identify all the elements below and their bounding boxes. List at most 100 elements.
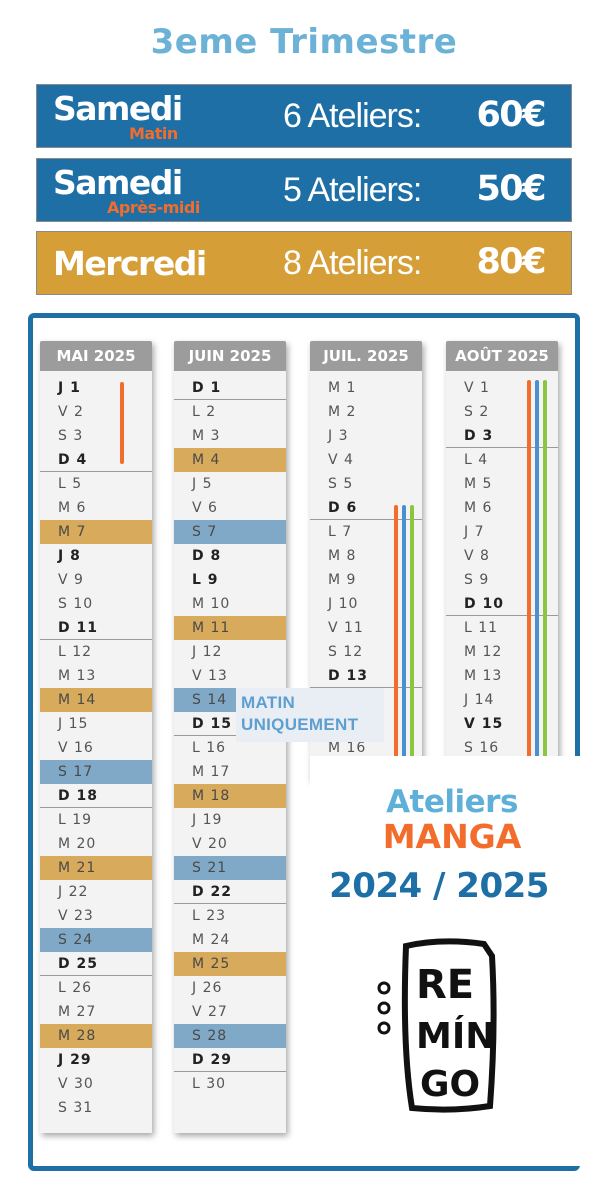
day-row: D 8 <box>192 548 222 564</box>
day-row: M 25 <box>174 952 286 976</box>
day-row: S 2 <box>464 404 490 420</box>
day-row: D 15 <box>174 712 286 736</box>
day-row: S 5 <box>328 476 354 492</box>
day-row: M 28 <box>40 1024 152 1048</box>
day-row: J 29 <box>58 1052 92 1068</box>
day-row: S 21 <box>174 856 286 880</box>
day-row: L 19 <box>58 812 93 828</box>
day-row: V 2 <box>58 404 84 420</box>
pricing-ateliers: 8 Ateliers: <box>283 244 422 282</box>
pricing-mercredi: Mercredi 8 Ateliers: 80€ <box>36 231 572 295</box>
day-row: V 20 <box>192 836 228 852</box>
day-row: M 6 <box>58 500 87 516</box>
day-row: V 27 <box>192 1004 228 1020</box>
day-row: L 4 <box>464 452 489 468</box>
pricing-day: Samedi <box>53 163 183 202</box>
pricing-day: Mercredi <box>53 244 207 283</box>
pricing-ateliers: 6 Ateliers: <box>283 97 422 135</box>
day-row: V 1 <box>464 380 490 396</box>
day-row: M 14 <box>40 688 152 712</box>
day-row: S 16 <box>464 740 500 756</box>
day-row: J 3 <box>328 428 349 444</box>
pricing-sub: Après-midi <box>107 198 200 217</box>
pricing-samedi-matin: Samedi Matin 6 Ateliers: 60€ <box>36 84 572 148</box>
day-row: V 6 <box>192 500 218 516</box>
day-row: D 6 <box>310 496 422 520</box>
day-row: D 3 <box>446 424 558 448</box>
day-row: S 24 <box>40 928 152 952</box>
month-3: AOÛT 2025 V 1 S 2 D 3 L 4 M 5 M 6 J 7 V 8 S 9 D 10… <box>446 341 558 780</box>
day-row: V 30 <box>58 1076 94 1092</box>
vline-aug-blue <box>535 380 539 765</box>
day-row: M 5 <box>464 476 493 492</box>
pricing-samedi-apres-midi: Samedi Après-midi 5 Ateliers: 50€ <box>36 158 572 222</box>
day-row: L 12 <box>58 644 93 660</box>
vline-aug-green <box>543 380 547 765</box>
month-header: MAI 2025 <box>40 341 152 371</box>
day-row: M 18 <box>174 784 286 808</box>
day-row: S 12 <box>328 644 364 660</box>
day-row: M 16 <box>328 740 367 756</box>
svg-text:RE: RE <box>416 962 474 1008</box>
day-row: D 13 <box>310 664 422 688</box>
month-header: AOÛT 2025 <box>446 341 558 371</box>
day-row: M 7 <box>40 520 152 544</box>
day-row: M 4 <box>174 448 286 472</box>
day-row: S 9 <box>464 572 490 588</box>
day-row: S 31 <box>58 1100 94 1116</box>
day-row: L 9 <box>192 572 219 588</box>
day-row: J 8 <box>58 548 81 564</box>
ateliers-heading: Ateliers <box>386 784 518 820</box>
day-row: L 2 <box>192 404 217 420</box>
vline-aug-orange <box>527 380 531 765</box>
month-0: MAI 2025 J 1 V 2 S 3 D 4 L 5 M 6 M 7 J 8 V 9 S 10 D… <box>40 341 152 1133</box>
day-row: L 30 <box>192 1076 227 1092</box>
day-row: M 13 <box>58 668 97 684</box>
day-row: M 6 <box>464 500 493 516</box>
pricing-day: Samedi <box>53 89 183 128</box>
remingo-logo: RE MÍN GO <box>377 938 497 1113</box>
day-row: D 25 <box>40 952 152 976</box>
day-row: V 16 <box>58 740 94 756</box>
day-row: J 15 <box>58 716 89 732</box>
day-row: S 10 <box>58 596 94 612</box>
vline-may-orange <box>120 382 124 464</box>
pricing-ateliers: 5 Ateliers: <box>283 171 422 209</box>
day-row: S 7 <box>174 520 286 544</box>
day-row: J 12 <box>192 644 223 660</box>
day-row: M 20 <box>58 836 97 852</box>
day-row: M 3 <box>192 428 221 444</box>
day-row: M 17 <box>192 764 231 780</box>
day-row: M 13 <box>464 668 503 684</box>
day-row: M 1 <box>328 380 357 396</box>
vline-jul-green <box>410 505 414 765</box>
day-row: L 11 <box>464 620 499 636</box>
day-row: V 9 <box>58 572 84 588</box>
day-row: J 22 <box>58 884 89 900</box>
page-title: 3eme Trimestre <box>150 22 458 62</box>
matin-note: MATIN UNIQUEMENT <box>241 693 359 734</box>
vline-jul-blue <box>402 505 406 765</box>
day-row: J 10 <box>328 596 359 612</box>
day-row: D 22 <box>174 880 286 904</box>
day-row: M 2 <box>328 404 357 420</box>
promo-panel <box>310 756 582 1166</box>
pricing-sub: Matin <box>129 124 178 143</box>
day-row: J 5 <box>192 476 213 492</box>
years-heading: 2024 / 2025 <box>329 866 549 906</box>
day-row: D 4 <box>40 448 152 472</box>
day-row: D 11 <box>40 616 152 640</box>
pricing-price: 80€ <box>476 242 546 282</box>
day-row: M 8 <box>328 548 357 564</box>
day-row: M 21 <box>40 856 152 880</box>
day-row: D 18 <box>40 784 152 808</box>
day-row: V 4 <box>328 452 354 468</box>
day-row: V 15 <box>464 716 504 732</box>
matin-note-box <box>236 688 384 742</box>
day-row: S 3 <box>58 428 84 444</box>
day-row: D 10 <box>446 592 558 616</box>
day-row: V 13 <box>192 668 228 684</box>
day-row: L 16 <box>192 740 227 756</box>
vline-jul-orange <box>394 505 398 765</box>
day-row: M 12 <box>464 644 503 660</box>
